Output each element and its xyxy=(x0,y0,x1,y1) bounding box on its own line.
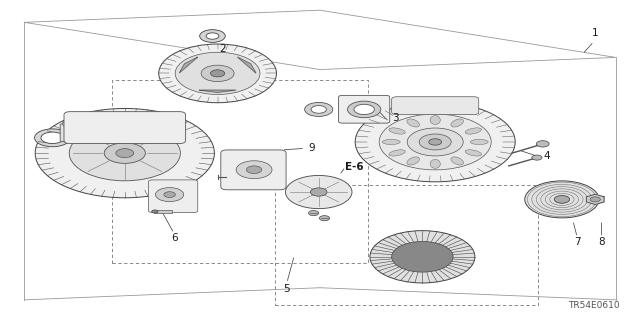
Circle shape xyxy=(152,210,158,213)
Circle shape xyxy=(590,197,600,202)
Text: 7: 7 xyxy=(574,237,580,248)
Ellipse shape xyxy=(389,150,405,156)
Circle shape xyxy=(206,33,219,39)
Circle shape xyxy=(429,139,442,145)
Circle shape xyxy=(525,181,599,218)
Circle shape xyxy=(419,134,451,150)
Circle shape xyxy=(348,101,381,118)
Circle shape xyxy=(392,241,453,272)
Ellipse shape xyxy=(470,139,488,145)
Bar xyxy=(154,210,172,213)
Ellipse shape xyxy=(430,160,440,168)
Circle shape xyxy=(63,119,82,129)
Text: 5: 5 xyxy=(284,284,290,294)
Circle shape xyxy=(370,231,475,283)
FancyBboxPatch shape xyxy=(60,124,84,142)
Text: 6: 6 xyxy=(171,233,177,243)
Ellipse shape xyxy=(382,139,400,145)
Circle shape xyxy=(201,65,234,82)
Polygon shape xyxy=(199,90,236,93)
Text: 3: 3 xyxy=(392,113,399,123)
Circle shape xyxy=(246,166,262,174)
Text: E-6: E-6 xyxy=(344,161,364,172)
Circle shape xyxy=(311,106,326,113)
Ellipse shape xyxy=(451,119,463,127)
Circle shape xyxy=(116,149,134,158)
Circle shape xyxy=(69,125,180,181)
Circle shape xyxy=(35,129,70,147)
Ellipse shape xyxy=(465,128,481,134)
Circle shape xyxy=(305,102,333,116)
Bar xyxy=(275,185,538,305)
Text: 8: 8 xyxy=(598,237,605,248)
Circle shape xyxy=(104,143,145,163)
FancyBboxPatch shape xyxy=(339,95,390,123)
FancyBboxPatch shape xyxy=(64,112,186,144)
Circle shape xyxy=(164,192,175,197)
Circle shape xyxy=(536,141,549,147)
Circle shape xyxy=(159,44,276,103)
Circle shape xyxy=(236,161,272,179)
Circle shape xyxy=(407,128,463,156)
Circle shape xyxy=(211,70,225,77)
Circle shape xyxy=(308,211,319,216)
Circle shape xyxy=(380,114,492,170)
Ellipse shape xyxy=(451,157,463,165)
Circle shape xyxy=(554,196,570,203)
FancyBboxPatch shape xyxy=(392,97,479,115)
Text: TR54E0610: TR54E0610 xyxy=(568,301,620,310)
Ellipse shape xyxy=(430,115,440,124)
Circle shape xyxy=(285,175,352,209)
Polygon shape xyxy=(237,57,256,73)
Circle shape xyxy=(532,155,542,160)
Circle shape xyxy=(355,102,515,182)
FancyBboxPatch shape xyxy=(221,150,286,190)
Ellipse shape xyxy=(389,128,405,134)
Circle shape xyxy=(35,108,214,198)
Ellipse shape xyxy=(407,157,419,165)
Ellipse shape xyxy=(407,119,419,127)
Ellipse shape xyxy=(465,150,481,156)
Polygon shape xyxy=(179,57,198,73)
Text: 4: 4 xyxy=(544,151,550,161)
FancyBboxPatch shape xyxy=(148,180,198,212)
Text: 9: 9 xyxy=(308,143,315,153)
Circle shape xyxy=(200,30,225,42)
Text: 1: 1 xyxy=(592,28,598,39)
Circle shape xyxy=(310,188,327,196)
Circle shape xyxy=(175,52,260,94)
Polygon shape xyxy=(586,194,604,204)
Circle shape xyxy=(41,132,64,144)
Bar xyxy=(112,80,368,263)
Circle shape xyxy=(354,104,374,115)
Circle shape xyxy=(319,216,330,221)
Circle shape xyxy=(156,188,184,202)
Text: 2: 2 xyxy=(220,44,226,55)
